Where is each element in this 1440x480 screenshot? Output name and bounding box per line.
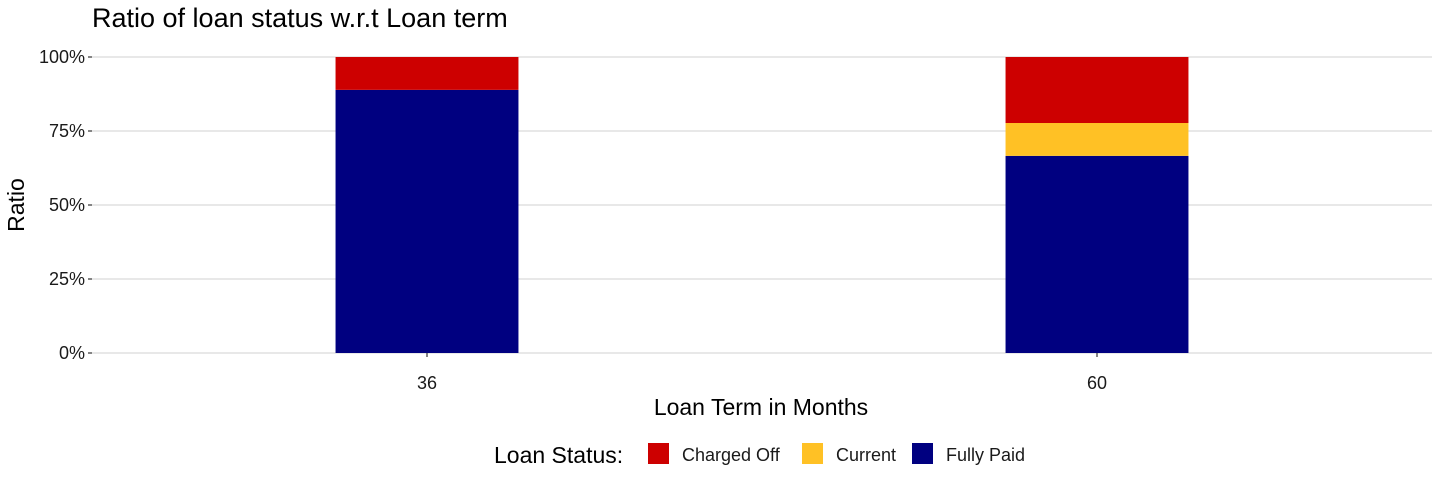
grid-lines [92, 56, 1432, 354]
y-tick-label: 0% [59, 343, 85, 363]
y-axis: 0% 25% 50% 75% 100% [39, 47, 92, 363]
bar-charged-off-36 [335, 57, 519, 90]
legend-key-current [802, 443, 823, 464]
legend-label-current: Current [836, 445, 896, 465]
y-tick-label: 75% [49, 121, 85, 141]
legend-title: Loan Status: [494, 442, 623, 468]
bar-fully-paid-60 [1005, 155, 1189, 353]
y-tick-label: 100% [39, 47, 85, 67]
y-axis-title: Ratio [3, 178, 29, 232]
bar-fully-paid-36 [335, 89, 519, 353]
chart-title: Ratio of loan status w.r.t Loan term [92, 3, 508, 33]
x-axis-title: Loan Term in Months [654, 394, 868, 420]
x-tick-label: 36 [417, 373, 437, 393]
legend-key-fully-paid [912, 443, 933, 464]
bars [335, 57, 1189, 353]
bar-charged-off-60 [1005, 57, 1189, 124]
legend-label-charged-off: Charged Off [682, 445, 781, 465]
legend: Loan Status: Charged Off Current Fully Paid [494, 442, 1025, 468]
bar-current-60 [1005, 123, 1189, 156]
x-axis: 36 60 [417, 353, 1107, 393]
y-tick-label: 50% [49, 195, 85, 215]
y-tick-label: 25% [49, 269, 85, 289]
x-tick-label: 60 [1087, 373, 1107, 393]
legend-label-fully-paid: Fully Paid [946, 445, 1025, 465]
legend-key-charged-off [648, 443, 669, 464]
